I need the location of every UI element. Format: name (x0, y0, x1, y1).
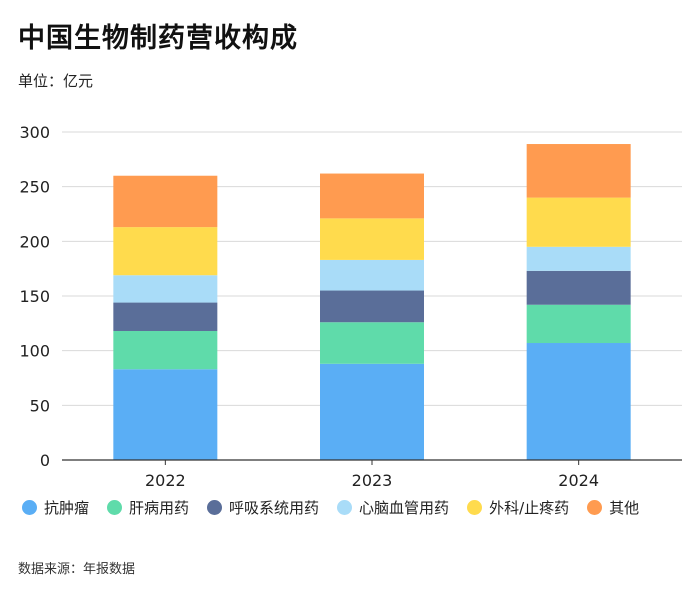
legend-item: 其他 (587, 496, 639, 518)
bar-2022-外科/止疼药 (113, 227, 218, 276)
bar-2024-其他 (526, 144, 631, 198)
bar-2024-外科/止疼药 (526, 197, 631, 247)
y-tick-label-300: 300 (19, 123, 50, 142)
y-tick-label-100: 100 (19, 342, 50, 361)
bar-2023-心脑血管用药 (320, 259, 424, 291)
bar-layer (113, 144, 631, 460)
legend-label: 其他 (609, 498, 640, 517)
legend-label: 外科/止疼药 (489, 498, 570, 517)
bar-2024-肝病用药 (526, 304, 631, 344)
legend-item: 抗肿瘤 (22, 496, 89, 518)
legend-item: 呼吸系统用药 (207, 496, 319, 518)
legend-swatch (467, 499, 483, 515)
y-tick-label-200: 200 (19, 232, 50, 251)
legend-item: 心脑血管用药 (337, 496, 449, 518)
x-tick-label-2023: 2023 (352, 471, 393, 490)
bar-2022-肝病用药 (113, 330, 218, 370)
x-tick-label-2024: 2024 (558, 471, 599, 490)
bar-2023-肝病用药 (320, 322, 424, 364)
y-tick-label-250: 250 (19, 178, 50, 197)
source-note: 数据来源：年报数据 (18, 562, 136, 577)
unit-label: 单位：亿元 (18, 72, 94, 90)
x-tick-label-2022: 2022 (145, 471, 186, 490)
legend-swatch (207, 499, 223, 515)
legend-item: 外科/止疼药 (467, 496, 569, 518)
legend-swatch (107, 499, 123, 515)
bar-2022-呼吸系统用药 (113, 302, 218, 331)
bar-2024-抗肿瘤 (526, 343, 631, 460)
bar-2024-心脑血管用药 (526, 246, 631, 271)
bar-2024-呼吸系统用药 (526, 270, 631, 305)
bar-2023-外科/止疼药 (320, 218, 424, 260)
bar-2022-其他 (113, 175, 218, 228)
legend-swatch (587, 499, 603, 515)
legend-item: 肝病用药 (107, 496, 189, 518)
axis-layer: 0 50 100 150 200 250 300 2022 2023 2024 (19, 123, 682, 490)
bar-2023-抗肿瘤 (320, 363, 424, 460)
y-tick-label-0: 0 (40, 451, 50, 470)
y-tick-label-150: 150 (19, 287, 50, 306)
legend-swatch (22, 499, 37, 515)
y-tick-label-50: 50 (30, 396, 50, 415)
legend-label: 心脑血管用药 (359, 498, 450, 517)
legend: 抗肿瘤 肝病用药 呼吸系统用药 心脑血管用药 外科/止疼药 其他 (22, 496, 682, 518)
legend-swatch (337, 499, 353, 515)
bar-2022-抗肿瘤 (113, 369, 218, 460)
chart-title: 中国生物制药营收构成 (18, 23, 298, 54)
legend-label: 肝病用药 (129, 498, 190, 517)
legend-label: 抗肿瘤 (44, 498, 90, 517)
bar-2022-心脑血管用药 (113, 275, 218, 303)
bar-2023-呼吸系统用药 (320, 290, 424, 323)
legend-label: 呼吸系统用药 (229, 498, 320, 517)
bar-2023-其他 (320, 173, 424, 219)
